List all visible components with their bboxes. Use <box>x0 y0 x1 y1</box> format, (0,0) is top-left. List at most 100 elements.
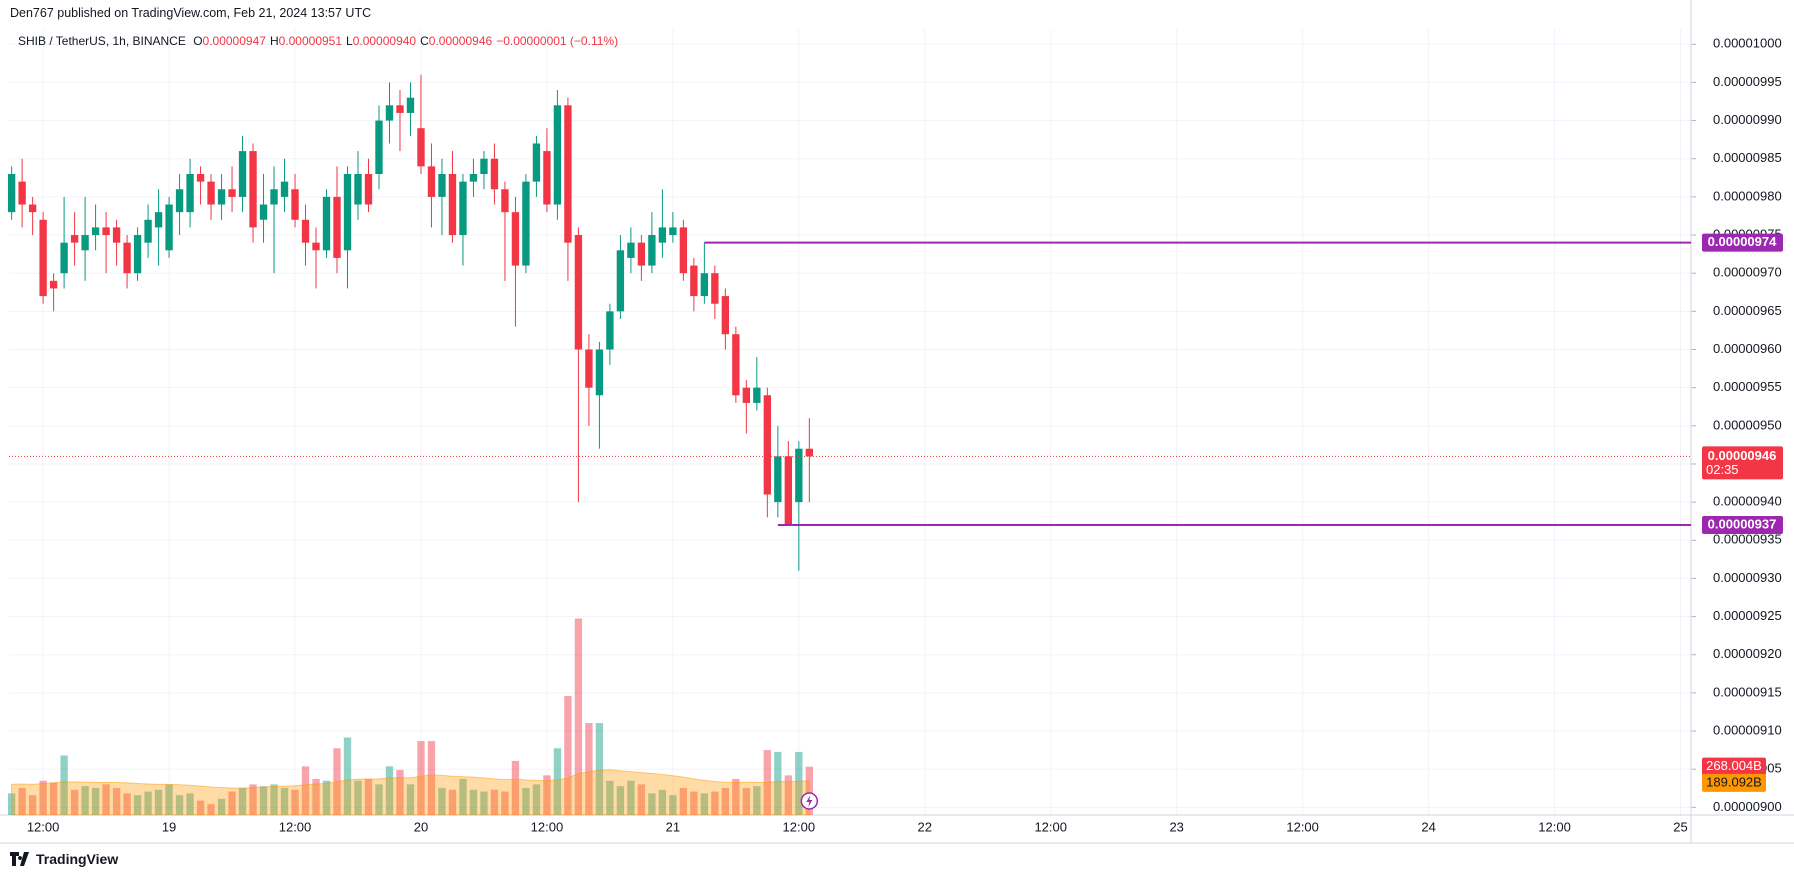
symbol-title[interactable]: SHIB / TetherUS, 1h, BINANCE <box>18 34 186 48</box>
ohlc: H0.00000951 <box>270 34 342 48</box>
x-tick-label: 12:00 <box>1538 819 1571 834</box>
volume-bar <box>102 784 110 815</box>
volume-bar <box>564 696 572 815</box>
y-tick-label: 0.00000980 <box>1713 188 1782 203</box>
candle-body <box>637 242 646 266</box>
x-tick-label: 21 <box>666 819 680 834</box>
volume-bar <box>585 723 593 815</box>
candle-body <box>81 235 89 251</box>
ohlc-key: C <box>420 34 429 48</box>
x-tick-label: 20 <box>414 819 428 834</box>
candle-body <box>112 227 121 243</box>
candle-body <box>721 296 730 335</box>
candle-body <box>333 196 341 258</box>
candle-body <box>186 173 194 213</box>
candle-body <box>690 265 698 297</box>
y-tick-label: 0.00000995 <box>1713 74 1782 89</box>
x-tick-label: 19 <box>162 819 176 834</box>
candle-body <box>396 105 404 113</box>
candle-body <box>543 151 551 205</box>
candle-body <box>564 105 572 243</box>
ohlc: L0.00000940 <box>346 34 416 48</box>
level-box <box>1702 233 1783 252</box>
volume-bar <box>753 786 761 815</box>
last-price-box <box>1702 446 1783 480</box>
volume-bar <box>700 793 709 815</box>
x-tick-label: 12:00 <box>783 819 816 834</box>
volume-bar <box>228 791 236 815</box>
volume-bar <box>616 786 625 815</box>
candle-body <box>102 227 110 236</box>
volume-ma-area <box>11 769 810 816</box>
candle-body <box>700 273 709 297</box>
x-tick-label: 25 <box>1673 819 1687 834</box>
candle-body <box>280 181 289 197</box>
candle-body <box>70 235 79 243</box>
volume-bar <box>774 751 782 815</box>
y-tick-label: 0.00000940 <box>1713 494 1782 509</box>
ohlc-key: H <box>269 34 279 48</box>
candle-body <box>669 227 677 236</box>
level-label: 0.00000937 <box>1708 516 1777 531</box>
candle-body <box>144 219 152 243</box>
volume-bar <box>606 780 614 815</box>
volume-bar <box>784 775 793 815</box>
volume-bar <box>396 769 404 815</box>
volume-bar <box>301 766 310 815</box>
volume-bar <box>501 791 509 815</box>
candle-body <box>217 189 226 205</box>
brand[interactable]: TradingView <box>10 851 118 867</box>
ohlc-key: O <box>193 34 203 48</box>
volume-bar <box>711 791 719 815</box>
candle-body <box>417 128 425 167</box>
realtime-icon-bolt <box>806 795 813 807</box>
volume-bar <box>532 784 541 815</box>
ohlc: C0.00000946 <box>420 34 492 48</box>
y-tick-label: 0.00000925 <box>1713 608 1782 623</box>
volume-ma-box <box>1702 773 1766 792</box>
x-tick-label: 12:00 <box>531 819 564 834</box>
volume-bar <box>522 787 530 815</box>
volume-bar <box>81 786 89 815</box>
candle-body <box>427 166 436 197</box>
candle-body <box>228 189 236 197</box>
candle-body <box>490 158 499 190</box>
volume-bar <box>154 789 163 815</box>
volume-bar <box>375 784 383 815</box>
volume-bar <box>417 741 425 815</box>
volume-bar <box>280 787 289 815</box>
candle-body <box>259 204 268 220</box>
candle-body <box>154 212 163 228</box>
candle-body <box>301 219 310 243</box>
candle-body <box>585 349 593 388</box>
level-box <box>1702 516 1783 535</box>
candle-body <box>133 235 142 274</box>
y-tick-label: 0.00000935 <box>1713 532 1782 547</box>
candle-body <box>732 334 740 396</box>
candle-body <box>291 189 299 220</box>
volume-bar <box>312 778 320 815</box>
volume-ma-label: 189.092B <box>1706 774 1762 789</box>
volume-bar <box>679 787 688 815</box>
candle-body <box>343 173 352 251</box>
candle-body <box>312 242 320 251</box>
volume-bar <box>238 787 247 815</box>
candle-body <box>753 387 761 403</box>
candle-body <box>574 235 583 350</box>
volume-bar <box>39 780 47 815</box>
volume-label: 268.004B <box>1706 758 1762 773</box>
y-tick-label: 0.00000915 <box>1713 684 1782 699</box>
brand-logo <box>10 852 29 866</box>
ohlc-value: 0.00000951 <box>278 34 343 48</box>
candle-body <box>18 181 26 205</box>
volume-bar <box>480 791 488 815</box>
y-tick-label: 0.00000950 <box>1713 417 1782 432</box>
volume-bar <box>165 784 173 815</box>
volume-bar <box>291 789 299 815</box>
volume-bar <box>595 723 604 815</box>
candle-body <box>511 212 520 266</box>
volume-bar <box>795 751 803 815</box>
candle-body <box>438 173 446 197</box>
candle-body <box>469 173 478 182</box>
